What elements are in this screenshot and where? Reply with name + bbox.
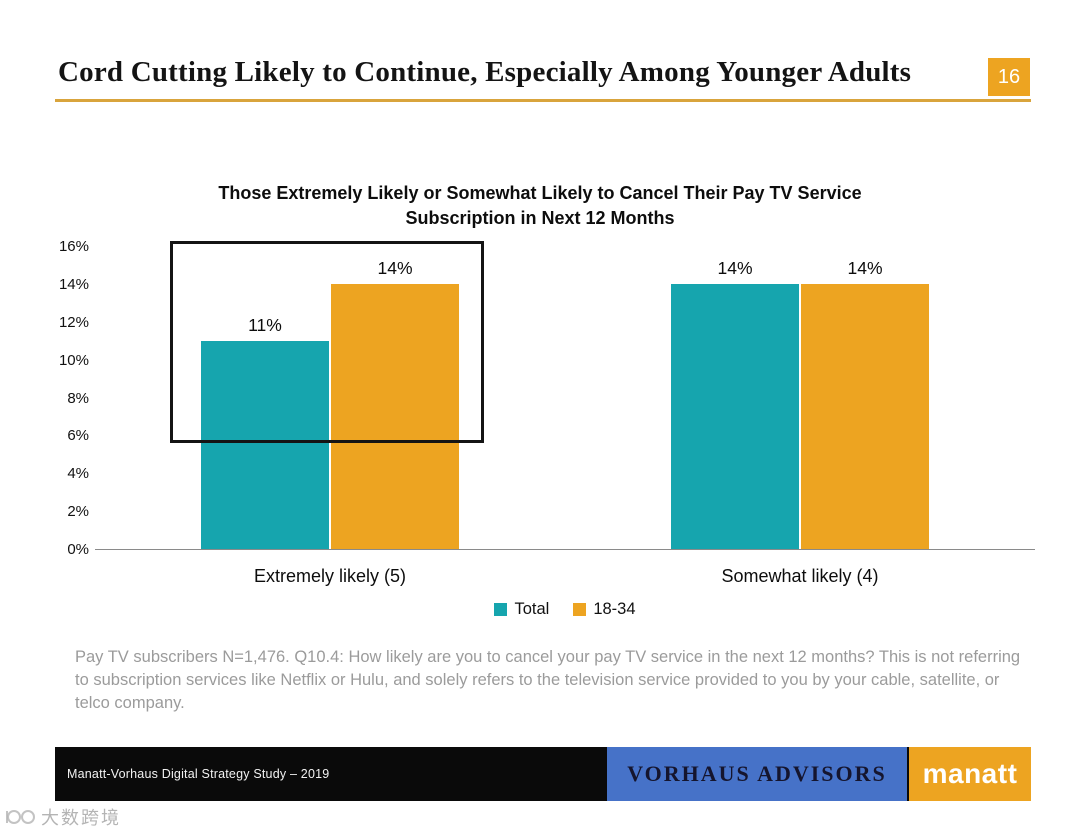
bar-value-label: 14% (717, 257, 753, 278)
plot-row: 0% 2% 4% 6% 8% 10% 12% 14% 16% 11% 14% 14% 14% (55, 238, 1035, 558)
study-label: Manatt-Vorhaus Digital Strategy Study – … (67, 767, 330, 781)
watermark-logo-icon (6, 807, 36, 827)
highlight-box-annotation (170, 241, 484, 443)
legend-swatch-icon (573, 603, 587, 616)
legend-label: 18-34 (593, 600, 636, 618)
bar-value-label: 11% (248, 314, 282, 335)
y-axis-tick-label: 14% (58, 275, 89, 293)
y-axis-tick-label: 4% (67, 465, 89, 483)
y-axis-tick-label: 10% (58, 351, 89, 369)
y-axis-tick-label: 6% (67, 427, 89, 445)
plot-area: 11% 14% 14% 14% (95, 241, 1035, 550)
chart-legend: Total 18-34 (95, 600, 1035, 619)
page-number-badge: 16 (988, 58, 1030, 96)
y-axis-tick-label: 2% (67, 503, 89, 521)
y-axis-tick-label: 16% (58, 238, 89, 255)
x-axis-category-label: Somewhat likely (4) (721, 566, 879, 586)
legend-item-18-34: 18-34 (573, 600, 636, 619)
bar-column-18-34: 14% (331, 247, 459, 549)
legend-swatch-icon (494, 603, 508, 616)
bar-groups: 11% 14% 14% 14% (95, 247, 1035, 549)
title-underline-rule (55, 99, 1031, 102)
bar-column-18-34: 14% (801, 247, 929, 549)
watermark: 大数跨境 (6, 804, 121, 830)
footnote: Pay TV subscribers N=1,476. Q10.4: How l… (75, 648, 1021, 712)
y-axis: 0% 2% 4% 6% 8% 10% 12% 14% 16% (55, 238, 95, 558)
bar-column-total: 11% (201, 247, 329, 549)
legend-label: Total (514, 600, 550, 618)
x-axis-labels: Extremely likely (5) Somewhat likely (4) (95, 550, 1035, 587)
bar-value-label: 14% (377, 257, 413, 278)
y-axis-tick-label: 0% (67, 541, 89, 558)
slide-title: Cord Cutting Likely to Continue, Especia… (58, 56, 912, 88)
bar (331, 283, 459, 549)
y-axis-tick-label: 8% (67, 389, 89, 407)
y-axis-tick-label: 12% (58, 313, 89, 331)
bar (671, 283, 799, 549)
x-axis-category-label: Extremely likely (5) (253, 566, 407, 586)
bar (201, 340, 329, 549)
bar-chart: 0% 2% 4% 6% 8% 10% 12% 14% 16% 11% 14% 14% 14% Extr… (55, 238, 1035, 619)
footer-bar: Manatt-Vorhaus Digital Strategy Study – … (55, 747, 1031, 801)
bar-value-label: 14% (847, 257, 883, 278)
chart-title: Those Extremely Likely or Somewhat Likel… (0, 181, 1080, 231)
bar-column-total: 14% (671, 247, 799, 549)
bar-group: 14% 14% (565, 247, 1035, 549)
legend-item-total: Total (494, 600, 549, 619)
bar (801, 283, 929, 549)
bar-group: 11% 14% (95, 247, 565, 549)
chart-title-text: Those Extremely Likely or Somewhat Likel… (218, 183, 862, 228)
vorhaus-advisors-logo: VORHAUS ADVISORS (607, 747, 907, 801)
manatt-logo: manatt (909, 747, 1031, 801)
watermark-text: 大数跨境 (41, 808, 121, 828)
